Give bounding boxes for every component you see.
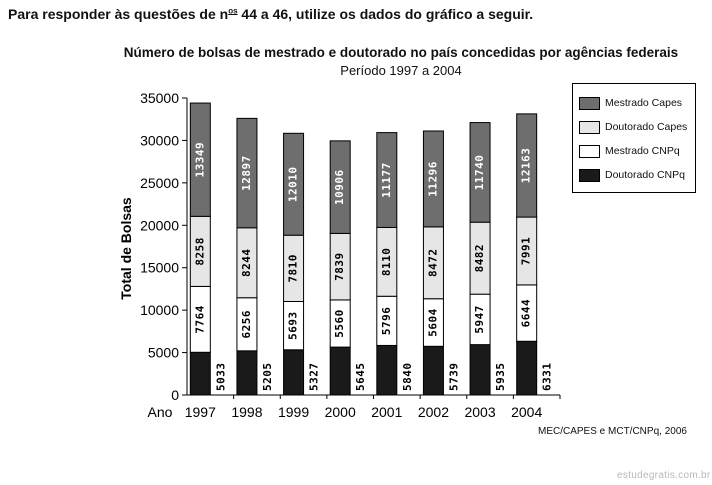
bar-segment [376,132,398,228]
data-label: 5840 [401,363,414,392]
legend-label: Mestrado CNPq [605,145,680,157]
x-tick-label: 2004 [511,404,542,420]
bar-segment [236,117,258,229]
data-label: 5560 [333,309,346,338]
bar-segment [329,346,351,396]
data-label: 7991 [520,237,533,265]
data-label: 11177 [380,162,393,198]
data-label: 12010 [287,166,300,202]
data-label: 13349 [193,142,206,178]
y-tick-label: 10000 [140,302,179,318]
data-label: 5327 [308,363,321,392]
y-tick-label: 30000 [140,132,179,148]
bar-segment [329,140,351,234]
chart-title: Número de bolsas de mestrado e doutorado… [123,45,679,60]
data-label: 5739 [447,363,460,392]
intro-text: Para responder às questões de nos 44 a 4… [8,6,533,22]
data-label: 7764 [193,305,206,334]
x-tick-label: 2001 [371,404,402,420]
bar-segment [236,350,258,396]
source-note: MEC/CAPES e MCT/CNPq, 2006 [538,426,687,437]
bar-segment [283,349,305,396]
data-label: 5645 [354,363,367,392]
bar-segment [189,351,211,396]
x-tick-label: 2000 [325,404,356,420]
intro-superscript: os [228,6,238,16]
data-label: 5693 [287,311,300,340]
bar-segment [469,122,491,223]
bar-segment [469,344,491,396]
legend-swatch [579,144,600,158]
data-label: 8482 [473,244,486,273]
legend-item: Mestrado CNPq [579,142,680,160]
bar-segment [283,132,305,236]
bar-segment [422,345,444,396]
intro-text-before: Para responder às questões de n [8,6,229,22]
data-label: 8258 [193,237,206,265]
data-label: 11296 [426,161,439,197]
x-tick-label: 1999 [278,404,309,420]
x-tick-label: 1997 [185,404,216,420]
legend-label: Doutorado CNPq [605,169,685,181]
legend-swatch [579,96,600,110]
legend-swatch [579,168,600,182]
legend-item: Mestrado Capes [579,94,682,112]
legend-item: Doutorado Capes [579,118,687,136]
x-axis-title: Ano [148,404,173,420]
data-label: 12897 [240,155,253,191]
data-label: 12163 [520,148,533,184]
x-tick-label: 2002 [418,404,449,420]
data-label: 11740 [473,155,486,191]
data-label: 5935 [494,363,507,392]
data-label: 8110 [380,248,393,277]
bar-segment [516,340,538,396]
data-label: 5205 [261,363,274,392]
bar-segment [516,113,538,218]
bar-segment [189,102,211,217]
bar-segment [422,130,444,228]
watermark: estudegratis.com.br [617,470,711,481]
legend-item: Doutorado CNPq [579,166,685,184]
chart-legend: Mestrado Capes Doutorado Capes Mestrado CN… [572,83,696,193]
data-label: 7810 [287,254,300,283]
legend-label: Mestrado Capes [605,97,683,109]
data-label: 5604 [426,308,439,337]
legend-label: Doutorado Capes [605,121,688,133]
data-label: 6644 [520,299,533,328]
data-label: 5796 [380,307,393,336]
legend-swatch [579,120,600,134]
bar-segment [376,344,398,396]
y-tick-label: 0 [171,387,179,403]
data-label: 6256 [240,310,253,339]
y-tick-label: 15000 [140,260,179,276]
intro-text-after: 44 a 46, utilize os dados do gráfico a s… [237,6,534,22]
y-axis-title: Total de Bolsas [118,197,134,300]
data-label: 6331 [541,363,554,392]
data-label: 8472 [426,249,439,278]
y-tick-label: 35000 [140,90,179,106]
y-tick-label: 25000 [140,175,179,191]
data-label: 7839 [333,252,346,281]
x-tick-label: 2003 [464,404,495,420]
y-tick-label: 20000 [140,217,179,233]
data-label: 8244 [240,249,253,278]
chart-subtitle: Período 1997 a 2004 [340,63,462,78]
data-label: 5033 [214,363,227,392]
x-tick-label: 1998 [231,404,262,420]
data-label: 5947 [473,305,486,334]
data-label: 10906 [333,169,346,205]
y-tick-label: 5000 [148,345,179,361]
